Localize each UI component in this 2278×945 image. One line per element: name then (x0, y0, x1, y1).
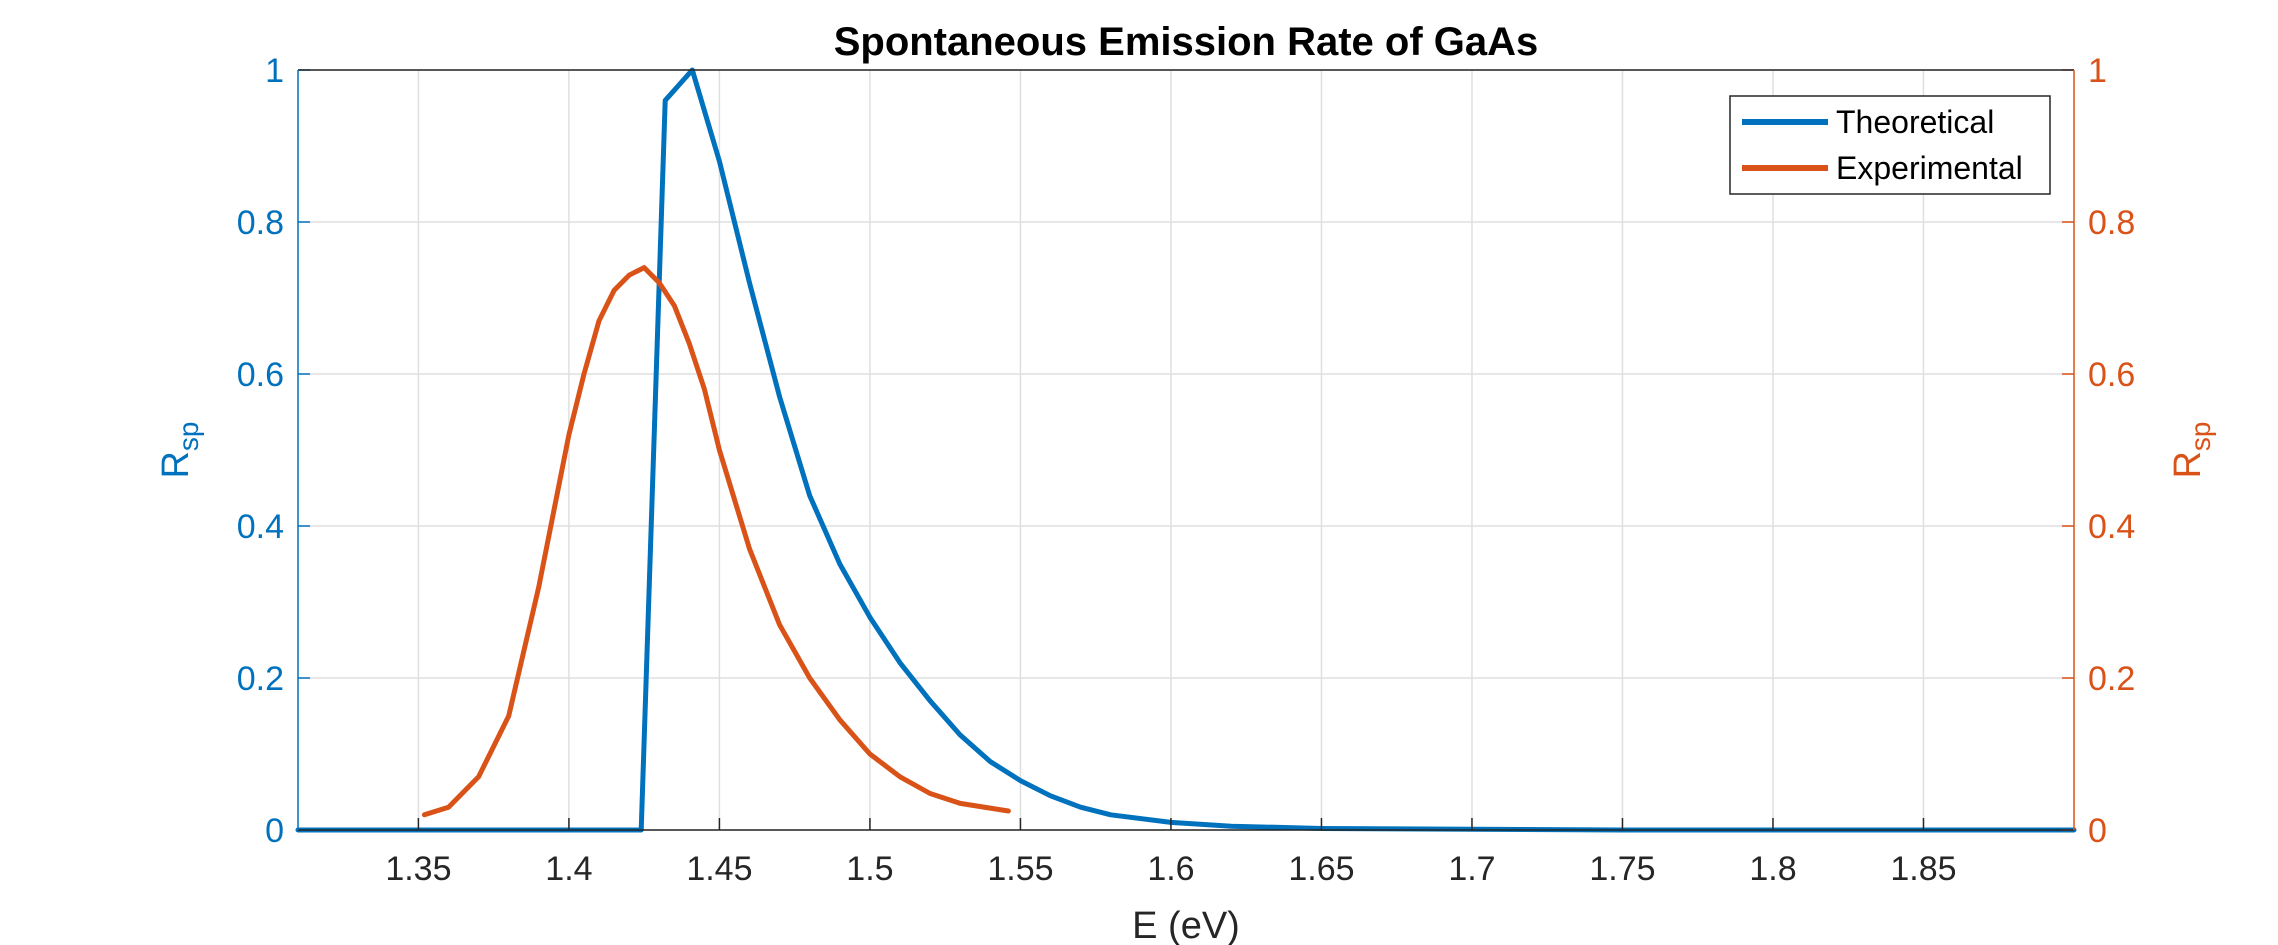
left-y-axis-title: Rsp (155, 421, 204, 478)
x-tick-label: 1.45 (686, 850, 752, 888)
left-y-axis-title-main: R (155, 451, 197, 478)
x-tick-label: 1.6 (1147, 850, 1194, 888)
x-tick-label: 1.75 (1589, 850, 1655, 888)
right-y-axis-title: Rsp (2167, 421, 2216, 478)
x-tick-label: 1.4 (545, 850, 592, 888)
series-line-theoretical (295, 67, 2077, 833)
tick-labels: 1.35 1.4 1.45 1.5 1.55 1.6 1.65 1.7 1.75 1.8 1.85 0… (237, 52, 2136, 888)
chart-title: Spontaneous Emission Rate of GaAs (834, 20, 1539, 64)
legend-box (1729, 95, 2051, 195)
legend-label-theoretical: Theoretical (1836, 104, 1994, 140)
right-y-tick-label: 1 (2088, 52, 2107, 90)
left-y-tick-label: 1 (265, 52, 284, 90)
legend-label-experimental: Experimental (1836, 150, 2023, 186)
x-tick-label: 1.7 (1448, 850, 1495, 888)
right-y-axis-title-sub: sp (2185, 421, 2216, 451)
axes (297, 69, 2075, 831)
x-tick-label: 1.85 (1890, 850, 1956, 888)
right-y-tick-label: 0 (2088, 812, 2107, 850)
x-tick-label: 1.5 (846, 850, 893, 888)
right-y-tick-label: 0.6 (2088, 356, 2135, 394)
x-tick-label: 1.35 (385, 850, 451, 888)
x-tick-label: 1.65 (1288, 850, 1354, 888)
plot-area (298, 70, 2074, 830)
right-y-tick-label: 0.2 (2088, 660, 2135, 698)
left-y-tick-label: 0.6 (237, 356, 284, 394)
x-tick-label: 1.55 (987, 850, 1053, 888)
series-line-experimental (421, 265, 1011, 818)
legend: Theoretical Experimental (1729, 95, 2051, 195)
left-y-tick-label: 0 (265, 812, 284, 850)
x-axis-title: E (eV) (1132, 905, 1240, 945)
left-y-axis-title-sub: sp (173, 421, 204, 451)
left-y-tick-label: 0.4 (237, 508, 284, 546)
right-y-axis-title-main: R (2167, 451, 2209, 478)
left-y-tick-label: 0.8 (237, 204, 284, 242)
series-lines (295, 67, 2077, 833)
right-y-tick-label: 0.4 (2088, 508, 2135, 546)
x-tick-label: 1.8 (1749, 850, 1796, 888)
right-y-tick-label: 0.8 (2088, 204, 2135, 242)
left-y-tick-label: 0.2 (237, 660, 284, 698)
